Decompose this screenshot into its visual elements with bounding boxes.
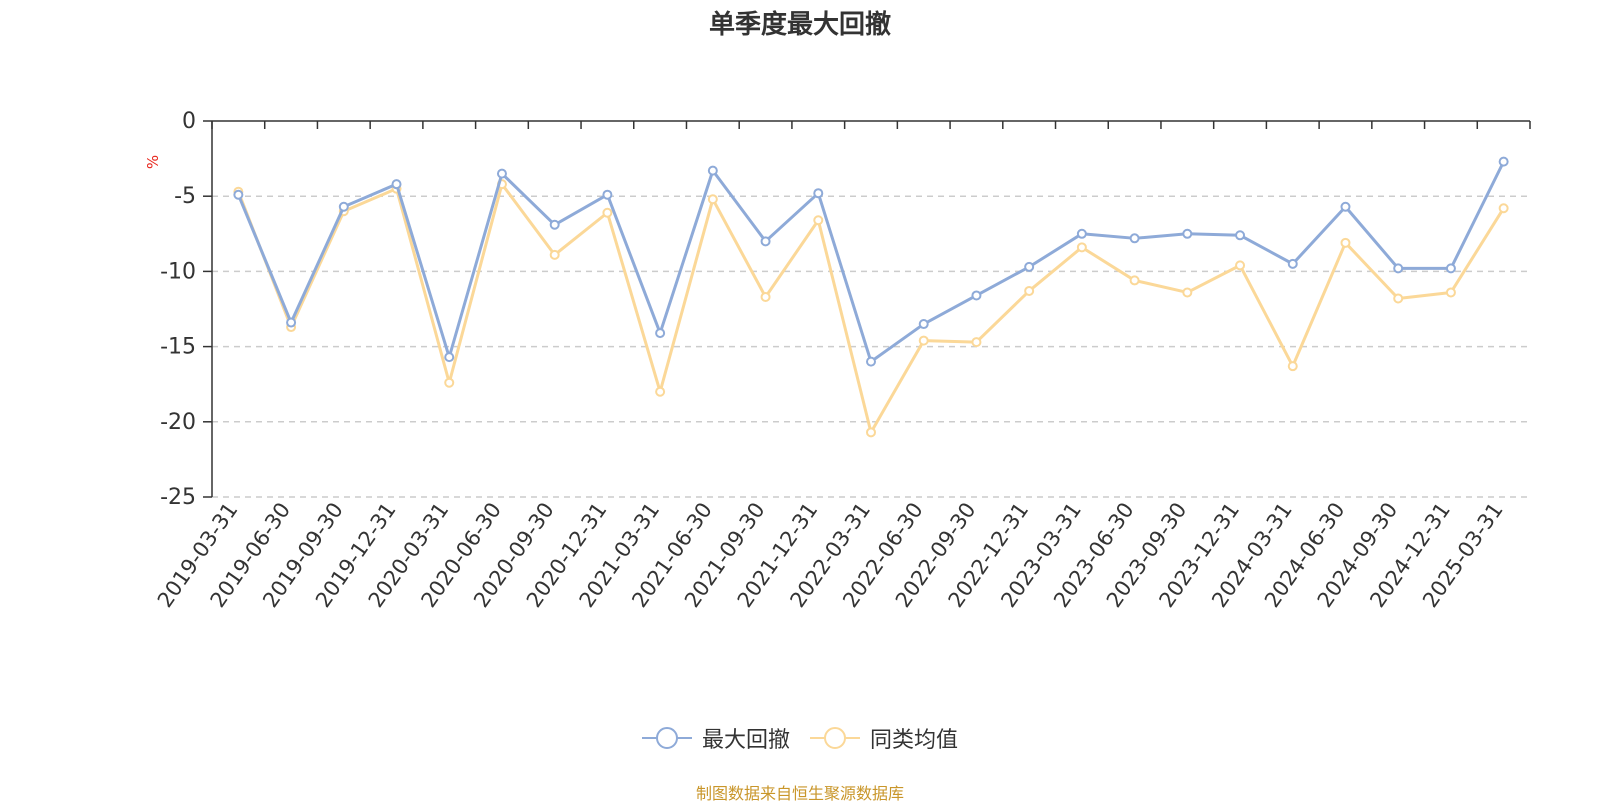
legend-marker-icon [810,727,860,749]
data-point [971,290,982,301]
legend: 最大回撤 同类均值 [0,722,1600,754]
legend-label: 同类均值 [870,728,959,753]
data-point [655,328,666,339]
data-point [866,427,876,438]
y-axis-label: % [144,155,162,169]
data-point [707,194,718,205]
data-point [1340,201,1351,212]
data-point [918,335,929,346]
data-point [760,236,771,247]
data-point [496,168,507,179]
y-tick-label: -15 [160,335,196,360]
data-point [1182,287,1193,298]
data-point [1287,258,1298,269]
data-point [338,201,349,212]
data-point [1287,361,1298,372]
data-point [1498,156,1509,167]
data-point [1182,228,1193,239]
data-point [971,337,982,348]
y-tick-label: 0 [182,109,196,134]
data-source-note: 制图数据来自恒生聚源数据库 [695,784,904,803]
data-point [1393,263,1404,274]
data-point [1076,242,1087,253]
data-point [1445,287,1456,298]
chart-title: 单季度最大回撤 [708,10,891,40]
y-tick-label: -20 [160,410,196,435]
data-point [286,317,297,328]
series-line [236,160,1505,364]
data-point [391,179,402,190]
y-tick-label: -25 [160,485,196,510]
data-point [444,377,455,388]
data-point [918,319,929,330]
legend-item-peer-average[interactable]: 同类均值 [810,722,958,754]
legend-marker-icon [641,727,692,749]
legend-item-max-drawdown[interactable]: 最大回撤 [641,722,790,754]
data-point [1498,203,1509,214]
data-point [1235,230,1246,241]
series-line [236,182,1505,434]
data-point [655,386,666,397]
data-point [549,249,560,260]
data-point [760,291,771,302]
data-point [1129,275,1140,286]
data-point [1340,237,1351,248]
data-point [1129,233,1140,244]
data-point [444,352,455,363]
data-point [1235,260,1246,271]
data-point [602,189,613,200]
data-point [813,188,824,199]
y-tick-label: -10 [160,259,196,284]
data-point [233,189,244,200]
data-point [549,219,560,230]
data-point [1024,261,1035,272]
data-point [1393,293,1404,304]
data-point [813,215,824,226]
data-point [707,165,718,176]
y-tick-label: -5 [174,184,196,209]
legend-label: 最大回撤 [701,728,790,753]
data-point [1076,228,1087,239]
data-point [1024,285,1035,296]
data-point [866,356,876,367]
data-point [1445,263,1456,274]
data-point [602,207,613,218]
